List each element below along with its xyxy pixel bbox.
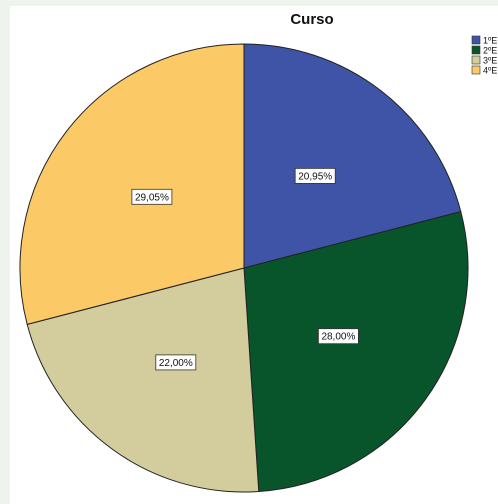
pie-label-4: 29,05%	[131, 188, 173, 205]
pie-label-text: 28,00%	[321, 332, 355, 343]
pie-slices	[19, 43, 469, 493]
legend-label-3: 3ºE	[483, 56, 497, 66]
pie-labels: 20,95% 28,00% 22,00% 29,05%	[131, 167, 359, 371]
pie-slice-1	[243, 43, 462, 269]
pie-label-box	[294, 167, 336, 184]
chart-title: Curso	[290, 11, 333, 28]
legend-label-4: 4ºE	[483, 66, 497, 76]
pie-slice-3	[26, 267, 260, 493]
legend-label-2: 2ºE	[483, 46, 497, 56]
pie-label-box	[131, 188, 173, 205]
pie-label-3: 22,00%	[155, 354, 197, 371]
legend-swatch-4	[471, 65, 481, 75]
legend-swatch-1	[471, 35, 481, 45]
pie-label-2: 28,00%	[317, 328, 359, 345]
pie-label-1: 20,95%	[294, 167, 336, 184]
pie-slice-4	[19, 43, 245, 325]
pie-label-text: 20,95%	[298, 171, 332, 182]
legend-swatch-2	[471, 45, 481, 55]
pie-label-text: 29,05%	[135, 192, 169, 203]
pie-label-box	[155, 354, 197, 371]
pie-label-text: 22,00%	[159, 358, 193, 369]
legend-swatch-3	[471, 55, 481, 65]
pie-label-box	[317, 328, 359, 345]
legend-label-1: 1ºE	[483, 36, 497, 46]
pie-slice-2	[243, 211, 469, 493]
